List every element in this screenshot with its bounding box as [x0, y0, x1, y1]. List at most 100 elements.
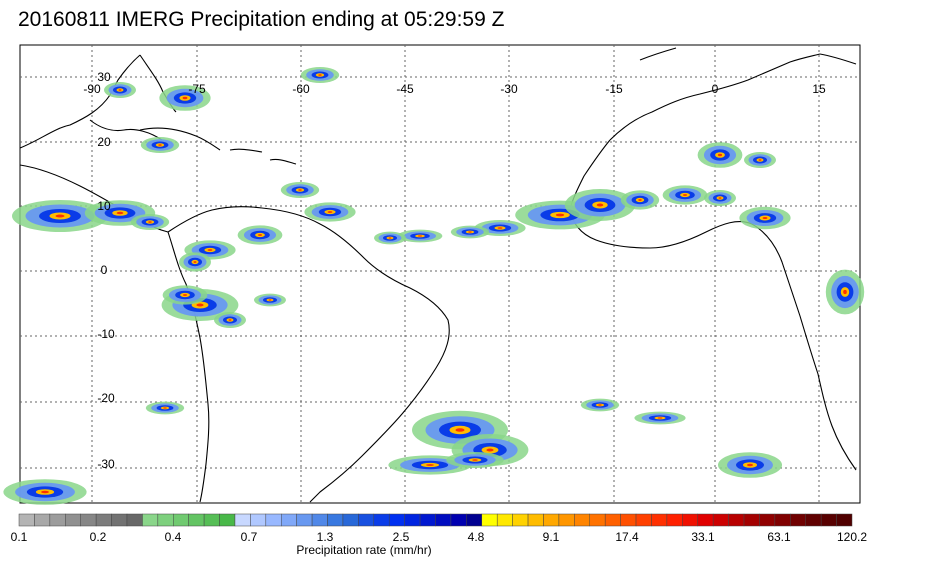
colorbar-cell — [512, 513, 529, 527]
colorbar-cell — [404, 513, 421, 527]
rain-extreme — [163, 407, 167, 409]
rain-extreme — [268, 299, 272, 301]
rain-extreme — [417, 235, 423, 237]
rain-extreme — [472, 459, 478, 461]
rain-extreme — [657, 417, 663, 419]
colorbar-cell — [466, 513, 483, 527]
colorbar-ticks: 0.1 0.2 0.4 0.7 1.3 2.5 4.8 9.1 17.4 33.1 63.1 120.… — [11, 530, 868, 544]
colorbar-cell — [805, 513, 822, 527]
colorbar-cell — [651, 513, 668, 527]
rain-extreme — [638, 199, 642, 201]
colorbar-cell — [327, 513, 344, 527]
colorbar-tick-label: 9.1 — [543, 530, 560, 544]
precipitation-field — [3, 67, 865, 505]
colorbar-cell — [635, 513, 652, 527]
lat-label: 0 — [101, 263, 108, 277]
colorbar-cell — [682, 513, 698, 527]
lat-label: -20 — [97, 391, 115, 405]
colorbar-tick-label: 33.1 — [691, 530, 715, 544]
colorbar-tick-label: 0.1 — [11, 530, 28, 544]
colorbar-cell — [743, 513, 760, 527]
colorbar-cell — [358, 513, 375, 527]
colorbar-cell — [142, 513, 159, 527]
colorbar-cell — [774, 513, 791, 527]
colorbar-cell — [558, 513, 575, 527]
colorbar-cell — [620, 513, 637, 527]
lat-label: -10 — [97, 327, 115, 341]
rain-extreme — [718, 197, 722, 199]
rain-extreme — [207, 249, 213, 251]
rain-extreme — [426, 464, 434, 466]
rain-extreme — [193, 261, 197, 263]
colorbar-cell — [604, 513, 621, 527]
colorbar-cell — [728, 513, 745, 527]
rain-extreme — [196, 303, 204, 307]
colorbar-cell — [188, 513, 205, 527]
colorbar-cell — [836, 513, 853, 527]
rain-extreme — [318, 74, 322, 76]
rain-extreme — [41, 490, 49, 494]
rain-extreme — [486, 448, 494, 452]
colorbar-cell — [697, 513, 714, 527]
latitude-labels: 30 20 10 0 -10 -20 -30 — [97, 70, 115, 471]
colorbar-tick-label: 63.1 — [767, 530, 791, 544]
lon-label: -45 — [396, 82, 414, 96]
rain-extreme — [116, 211, 124, 215]
lon-label: -90 — [83, 82, 101, 96]
colorbar-cell — [34, 513, 51, 527]
rain-extreme — [717, 153, 723, 157]
colorbar-tick-label: 0.7 — [241, 530, 258, 544]
colorbar-cell — [49, 513, 66, 527]
lon-label: -75 — [188, 82, 206, 96]
colorbar-cell — [435, 513, 452, 527]
colorbar-cell — [111, 513, 128, 527]
colorbar-cell — [203, 513, 220, 527]
colorbar-tick-label: 0.2 — [90, 530, 107, 544]
colorbar-tick-label: 1.3 — [317, 530, 334, 544]
colorbar-cell — [296, 513, 313, 527]
colorbar-cell — [543, 513, 560, 527]
rain-extreme — [758, 159, 762, 161]
lon-label: -30 — [500, 82, 518, 96]
colorbar-cell — [496, 513, 513, 527]
colorbar-cell — [574, 513, 591, 527]
colorbar-tick-label: 4.8 — [468, 530, 485, 544]
lat-label: 20 — [97, 135, 111, 149]
colorbar-cell — [419, 513, 436, 527]
colorbar-cell — [820, 513, 837, 527]
longitude-labels: -90 -75 -60 -45 -30 -15 0 15 — [83, 82, 826, 96]
rain-extreme — [158, 144, 162, 146]
lon-label: -15 — [605, 82, 623, 96]
colorbar-cell — [18, 513, 35, 527]
colorbar-cell — [481, 513, 498, 527]
lat-label: 10 — [97, 199, 111, 213]
lon-label: 0 — [712, 82, 719, 96]
colorbar-cell — [173, 513, 189, 527]
colorbar-cell — [589, 513, 606, 527]
colorbar-cells — [18, 513, 853, 527]
rain-extreme — [747, 463, 753, 467]
colorbar-cell — [219, 513, 236, 527]
colorbar-label: Precipitation rate (mm/hr) — [296, 543, 431, 557]
colorbar-cell — [342, 513, 359, 527]
colorbar-cell — [280, 513, 297, 527]
rain-extreme — [228, 319, 232, 321]
rain-extreme — [298, 189, 302, 191]
rain-extreme — [257, 234, 263, 236]
colorbar-cell — [759, 513, 776, 527]
rain-extreme — [182, 294, 188, 296]
colorbar-cell — [80, 513, 97, 527]
lon-label: 15 — [812, 82, 826, 96]
colorbar-cell — [157, 513, 174, 527]
colorbar-tick-label: 120.2 — [837, 530, 867, 544]
colorbar-cell — [126, 513, 143, 527]
colorbar-cell — [265, 513, 282, 527]
lat-label: 30 — [97, 70, 111, 84]
rain-extreme — [598, 404, 602, 406]
rain-extreme — [596, 203, 604, 207]
colorbar-cell — [712, 513, 729, 527]
colorbar-cell — [450, 513, 467, 527]
rain-extreme — [182, 96, 188, 100]
colorbar-cell — [311, 513, 328, 527]
